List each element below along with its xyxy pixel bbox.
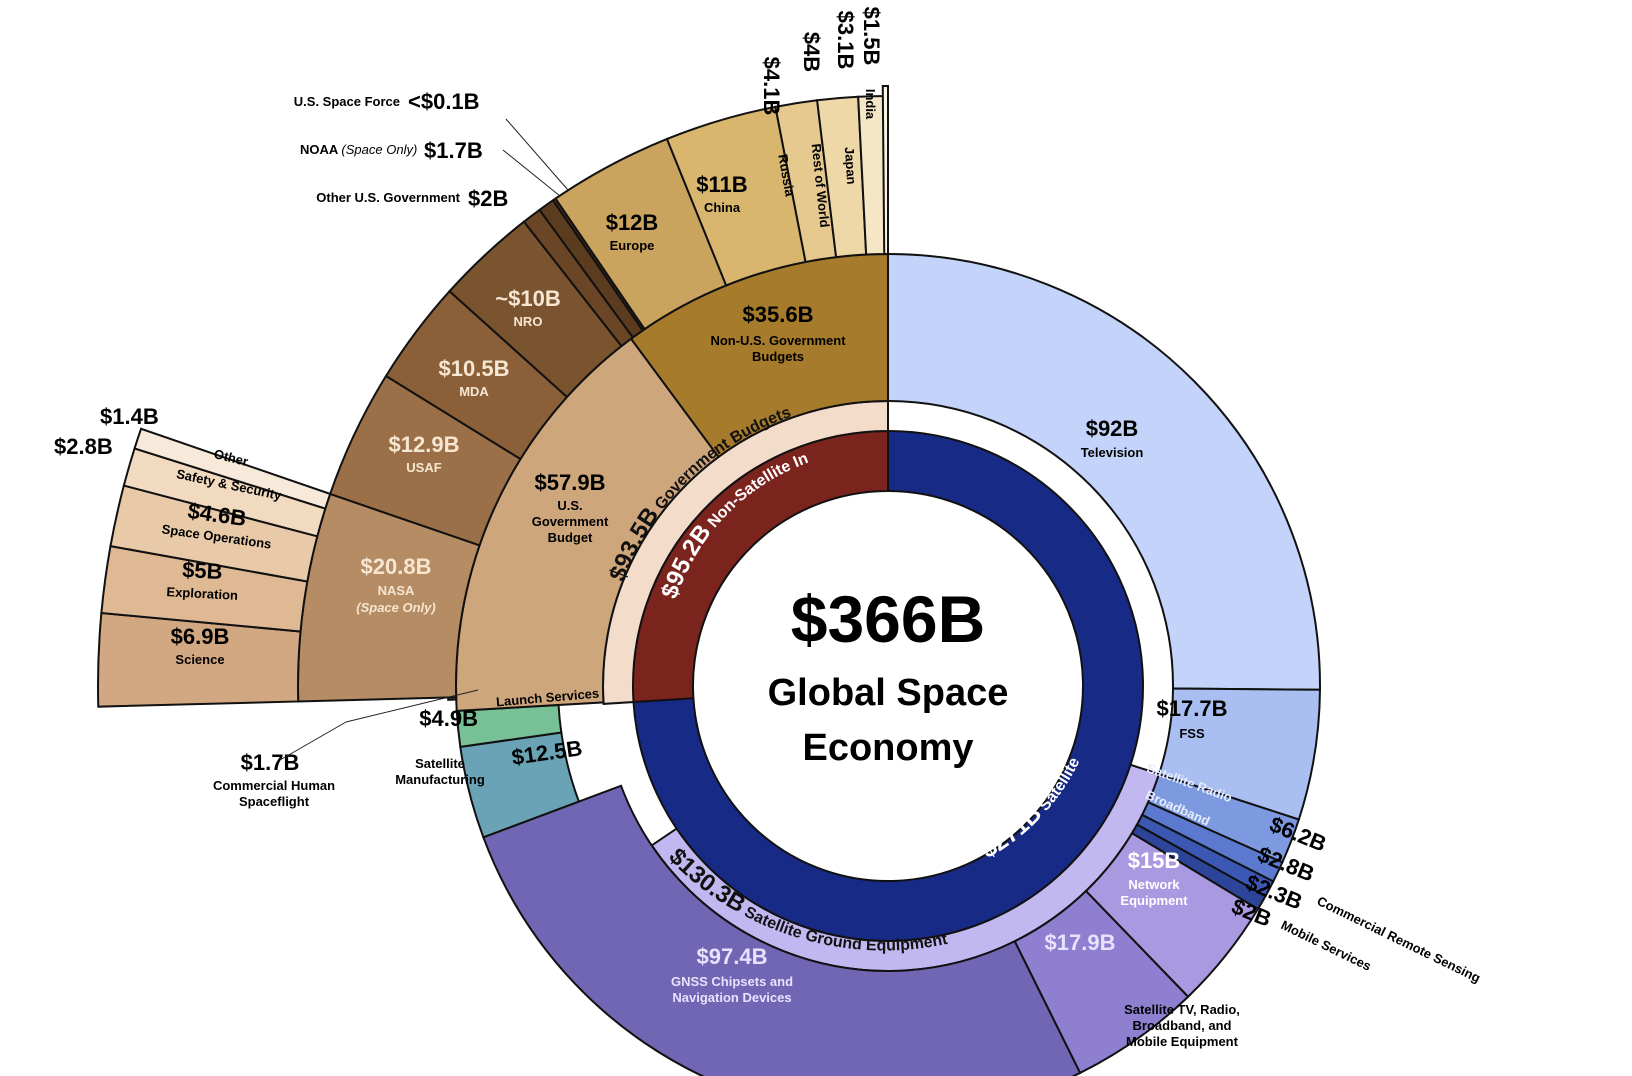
network-equipment-label-2: Equipment [1120, 893, 1188, 908]
consumer-equipment-value: $17.9B [1045, 930, 1116, 955]
segment-india [881, 84, 889, 256]
noaa-value: $1.7B [424, 138, 483, 163]
chsf-label-2: Spaceflight [239, 794, 310, 809]
other-usgov-value: $2B [468, 186, 508, 211]
usgov-label-1: U.S. [557, 498, 582, 513]
nro-value: ~$10B [495, 286, 560, 311]
center-total-value: $366B [791, 582, 986, 656]
television-label: Television [1081, 445, 1144, 460]
nasa-label: NASA [378, 583, 415, 598]
nonusgov-value: $35.6B [743, 302, 814, 327]
japan-label: Japan [842, 146, 860, 185]
china-label: China [704, 200, 741, 215]
nonusgov-label-1: Non-U.S. Government [710, 333, 846, 348]
fss-label: FSS [1179, 726, 1205, 741]
other-usgov-label: Other U.S. Government [316, 190, 460, 205]
china-value: $11B [696, 172, 747, 197]
mda-label: MDA [459, 384, 489, 399]
nasa-value: $20.8B [361, 554, 432, 579]
segment-television [887, 252, 1321, 691]
segment-gnss [482, 784, 1082, 1076]
noaa-label: NOAA (Space Only) [300, 142, 417, 157]
usaf-label: USAF [406, 460, 441, 475]
europe-label: Europe [610, 238, 655, 253]
usgov-label-2: Government [532, 514, 609, 529]
gnss-label-1: GNSS Chipsets and [671, 974, 793, 989]
network-equipment-label-1: Network [1128, 877, 1180, 892]
rest-of-world-value: $4B [799, 32, 824, 72]
nasa-other-value: $1.4B [100, 404, 159, 429]
mda-value: $10.5B [439, 356, 510, 381]
usgov-value: $57.9B [535, 470, 606, 495]
satellite-manufacturing-label-1: Satellite [415, 756, 465, 771]
network-equipment-value: $15B [1128, 848, 1181, 873]
russia-label: Russia [775, 153, 797, 198]
remote-sensing-label: Commercial Remote Sensing [1315, 893, 1483, 985]
nonusgov-label-2: Budgets [752, 349, 804, 364]
center-title-line1: Global Space [768, 672, 1009, 714]
india-label: India [863, 89, 878, 120]
usgov-label-3: Budget [548, 530, 593, 545]
fss-value: $17.7B [1157, 696, 1228, 721]
consumer-equipment-label-1: Satellite TV, Radio, [1124, 1002, 1240, 1017]
consumer-equipment-label-2: Broadband, and [1133, 1018, 1232, 1033]
space-force-value: <$0.1B [408, 89, 480, 114]
center-title-line2: Economy [802, 727, 973, 769]
gnss-label-2: Navigation Devices [672, 990, 791, 1005]
space-force-label: U.S. Space Force [294, 94, 400, 109]
gnss-value: $97.4B [697, 944, 768, 969]
segment-nasa-other [133, 427, 332, 510]
japan-value: $3.1B [833, 11, 858, 70]
europe-value: $12B [606, 210, 659, 235]
science-label: Science [175, 652, 224, 667]
satellite-manufacturing-label-2: Manufacturing [395, 772, 485, 787]
segment-sat-industry [632, 429, 1144, 942]
consumer-equipment-label-3: Mobile Equipment [1126, 1034, 1239, 1049]
television-value: $92B [1086, 416, 1139, 441]
launch-services-value: $4.9B [419, 706, 478, 731]
india-value: $1.5B [859, 7, 884, 66]
exploration-label: Exploration [166, 584, 238, 603]
russia-value: $4.1B [759, 57, 784, 116]
nasa-note: (Space Only) [356, 600, 435, 615]
safety-security-value: $2.8B [54, 434, 113, 459]
nro-label: NRO [514, 314, 543, 329]
chsf-label-1: Commercial Human [213, 778, 335, 793]
usaf-value: $12.9B [389, 432, 460, 457]
exploration-value: $5B [182, 557, 224, 584]
sunburst-segments [97, 84, 1321, 1076]
science-value: $6.9B [171, 624, 230, 649]
leader-lines [279, 118, 569, 761]
